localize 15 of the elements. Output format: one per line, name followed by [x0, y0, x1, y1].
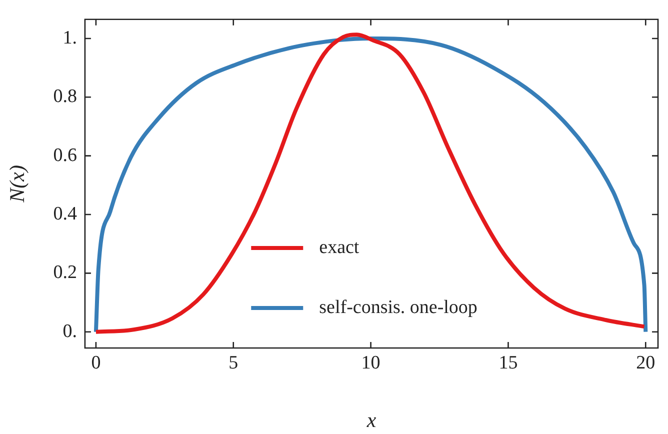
- x-tick-label: 15: [498, 352, 518, 374]
- y-tick-label: 0.2: [53, 262, 77, 284]
- y-tick-label: 1.: [62, 27, 77, 48]
- legend-label: exact: [319, 236, 360, 258]
- x-tick-label: 0: [91, 352, 101, 374]
- x-tick-label: 5: [228, 352, 238, 374]
- y-tick-label: 0.8: [53, 86, 77, 108]
- x-tick-label: 20: [636, 352, 656, 374]
- y-tick-label: 0.6: [53, 144, 77, 166]
- x-tick-label: 10: [361, 352, 380, 374]
- x-axis-title: x: [366, 408, 377, 432]
- legend-label: self-consis. one-loop: [319, 296, 478, 318]
- y-tick-label: 0.4: [53, 203, 78, 224]
- y-tick-label: 0.: [62, 320, 77, 342]
- y-axis-title: N(x): [5, 165, 30, 204]
